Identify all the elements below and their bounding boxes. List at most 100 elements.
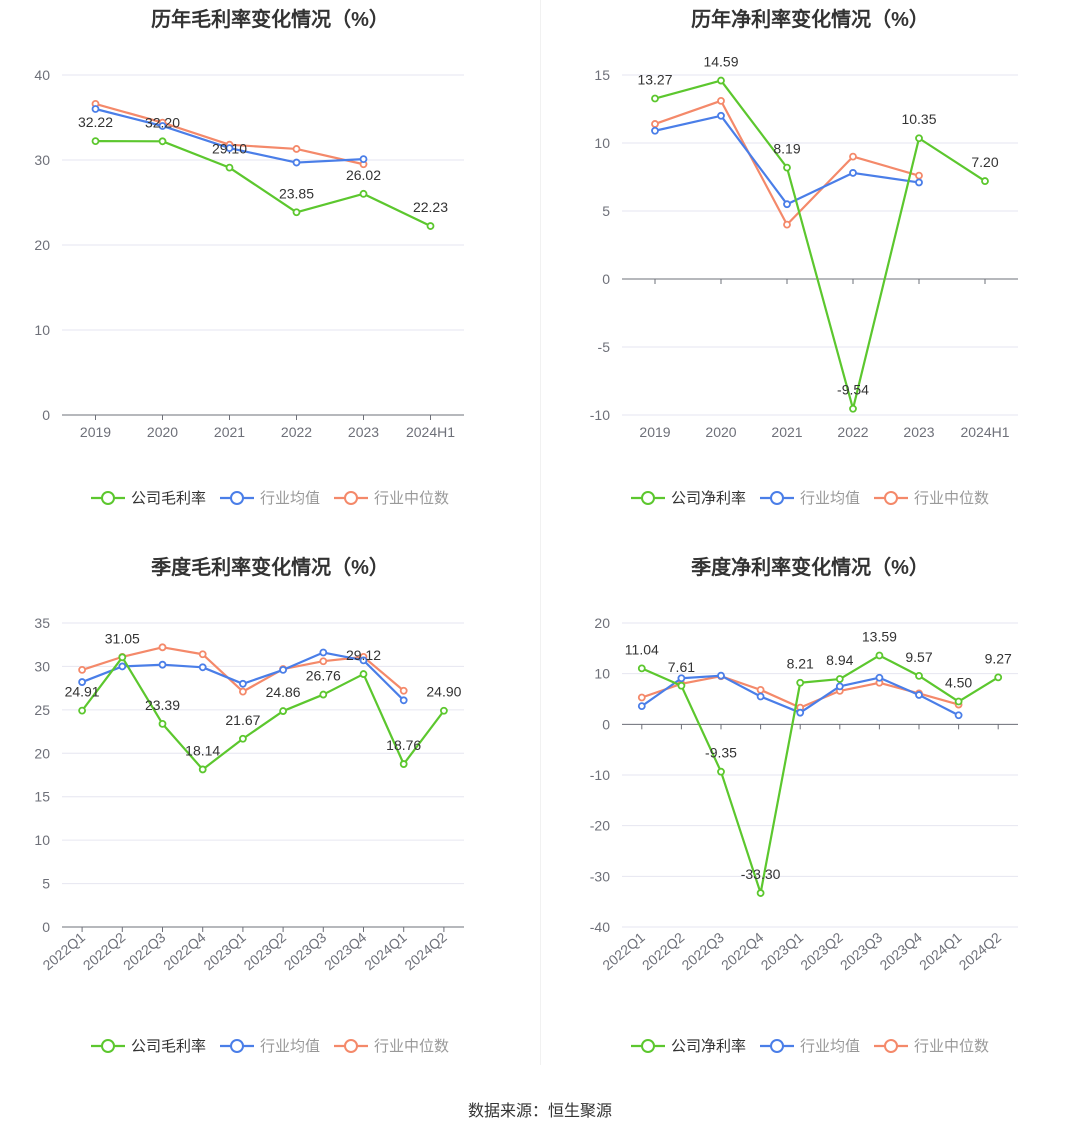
- data-label: 8.19: [773, 141, 800, 157]
- legend-item-avg: 行业均值: [220, 490, 320, 507]
- data-point-company: [118, 653, 127, 662]
- data-point-company: [875, 651, 884, 660]
- data-point-company: [915, 134, 923, 143]
- x-tick-label: 2021: [771, 424, 802, 440]
- data-point-company: [717, 767, 725, 776]
- data-point-avg: [796, 708, 805, 717]
- x-tick-label: 2022Q2: [639, 929, 688, 973]
- legend-marker: [344, 491, 358, 505]
- data-label: 14.59: [703, 54, 738, 70]
- y-tick-label: 30: [34, 152, 50, 168]
- data-point-median: [756, 685, 765, 694]
- data-point-avg: [78, 678, 86, 686]
- data-point-avg: [835, 682, 844, 691]
- x-tick-label: 2023Q2: [241, 929, 290, 973]
- data-point-company: [796, 678, 805, 687]
- chart-title: 历年毛利率变化情况（%）: [151, 7, 389, 31]
- data-point-company: [915, 671, 923, 680]
- data-label: 9.57: [905, 649, 932, 665]
- x-tick-label: 2023Q3: [837, 929, 886, 973]
- data-point-company: [994, 673, 1003, 682]
- data-label: 29.10: [212, 141, 247, 157]
- data-point-company: [651, 94, 659, 103]
- y-tick-label: -5: [598, 339, 611, 355]
- data-label: 24.90: [426, 684, 461, 700]
- annual-net-margin-chart: 历年净利率变化情况（%） -10 -5 0 5 10 15 2019 2020 2021 2022 2…: [590, 7, 1018, 507]
- data-point-company: [783, 163, 791, 172]
- chart-title: 季度毛利率变化情况（%）: [150, 555, 389, 579]
- data-point-company: [238, 734, 247, 743]
- x-tick-label: 2019: [639, 424, 670, 440]
- data-point-company: [198, 765, 207, 774]
- x-tick-label: 2024Q2: [956, 929, 1005, 973]
- data-source-note: 数据来源：恒生聚源: [467, 1103, 612, 1120]
- series-line-company: [654, 79, 986, 410]
- series-line-company: [81, 656, 445, 771]
- series-line-avg: [654, 114, 920, 206]
- data-point-company: [319, 690, 328, 699]
- panel-divider: [540, 0, 541, 1065]
- x-tick-label: 2023: [348, 424, 379, 440]
- x-tick-label: 2022Q3: [120, 929, 169, 973]
- data-point-company: [225, 163, 234, 172]
- x-tick-label: 2022Q4: [718, 929, 767, 973]
- x-tick-label: 2024H1: [960, 424, 1009, 440]
- legend-label: 行业中位数: [914, 490, 989, 507]
- data-point-median: [849, 152, 857, 161]
- x-tick-label: 2024H1: [406, 424, 455, 440]
- data-point-avg: [637, 702, 646, 710]
- legend-marker: [884, 1039, 898, 1053]
- data-label: 31.05: [105, 630, 140, 646]
- data-label: 7.61: [668, 659, 695, 675]
- y-tick-label: 10: [594, 135, 610, 151]
- x-tick-label: 2022Q1: [40, 929, 89, 973]
- data-label: -9.54: [837, 382, 869, 398]
- data-point-avg: [677, 674, 686, 683]
- chart-panel-quarterly-gross: 季度毛利率变化情况（%） 0 5 10 15 20 25 30 35 2022Q1 2022Q2 20…: [0, 548, 540, 1096]
- data-label: 32.22: [78, 114, 113, 130]
- x-tick-label: 2024Q2: [401, 929, 450, 973]
- y-tick-label: 40: [34, 67, 50, 83]
- data-point-avg: [717, 111, 725, 120]
- x-tick-label: 2023Q1: [758, 929, 807, 973]
- x-tick-label: 2020: [147, 424, 178, 440]
- data-point-avg: [91, 105, 100, 113]
- legend-label: 行业均值: [260, 490, 320, 507]
- data-label: 22.23: [413, 199, 448, 215]
- y-tick-label: 10: [34, 832, 50, 848]
- data-point-company: [78, 706, 86, 715]
- x-tick-label: 2022Q4: [160, 929, 209, 973]
- data-label: 13.27: [637, 72, 672, 88]
- quarterly-gross-margin-chart: 季度毛利率变化情况（%）051015202530352022Q12022Q220…: [34, 555, 464, 1055]
- data-point-company: [279, 707, 288, 715]
- data-label: 29.12: [346, 647, 381, 663]
- y-tick-label: 20: [594, 615, 610, 631]
- legend-item-median: 行业中位数: [874, 490, 989, 507]
- data-point-median: [915, 171, 923, 180]
- x-tick-label: 2024Q1: [916, 929, 965, 973]
- data-label: 9.27: [985, 650, 1012, 666]
- data-point-company: [426, 222, 435, 230]
- data-point-median: [292, 145, 301, 153]
- legend-label: 行业均值: [800, 1038, 860, 1055]
- x-tick-label: 2022: [281, 424, 312, 440]
- y-tick-label: 5: [602, 203, 610, 219]
- legend-marker: [230, 491, 244, 505]
- legend-item-company: 公司毛利率: [91, 490, 206, 507]
- data-point-company: [439, 706, 448, 715]
- data-point-company: [717, 76, 725, 85]
- data-point-company: [359, 670, 368, 678]
- data-label: 18.14: [185, 742, 220, 758]
- legend-marker: [770, 1039, 784, 1053]
- y-tick-label: -10: [590, 767, 610, 783]
- y-tick-label: 10: [34, 322, 50, 338]
- x-tick-label: 2023Q2: [797, 929, 846, 973]
- legend-item-company: 公司净利率: [631, 1038, 746, 1055]
- data-point-avg: [717, 671, 725, 680]
- data-label: 8.21: [787, 656, 814, 672]
- legend-label: 行业中位数: [374, 490, 449, 507]
- data-point-median: [198, 650, 207, 659]
- data-label: 23.39: [145, 697, 180, 713]
- y-tick-label: -30: [590, 868, 610, 884]
- legend-item-avg: 行业均值: [760, 1038, 860, 1055]
